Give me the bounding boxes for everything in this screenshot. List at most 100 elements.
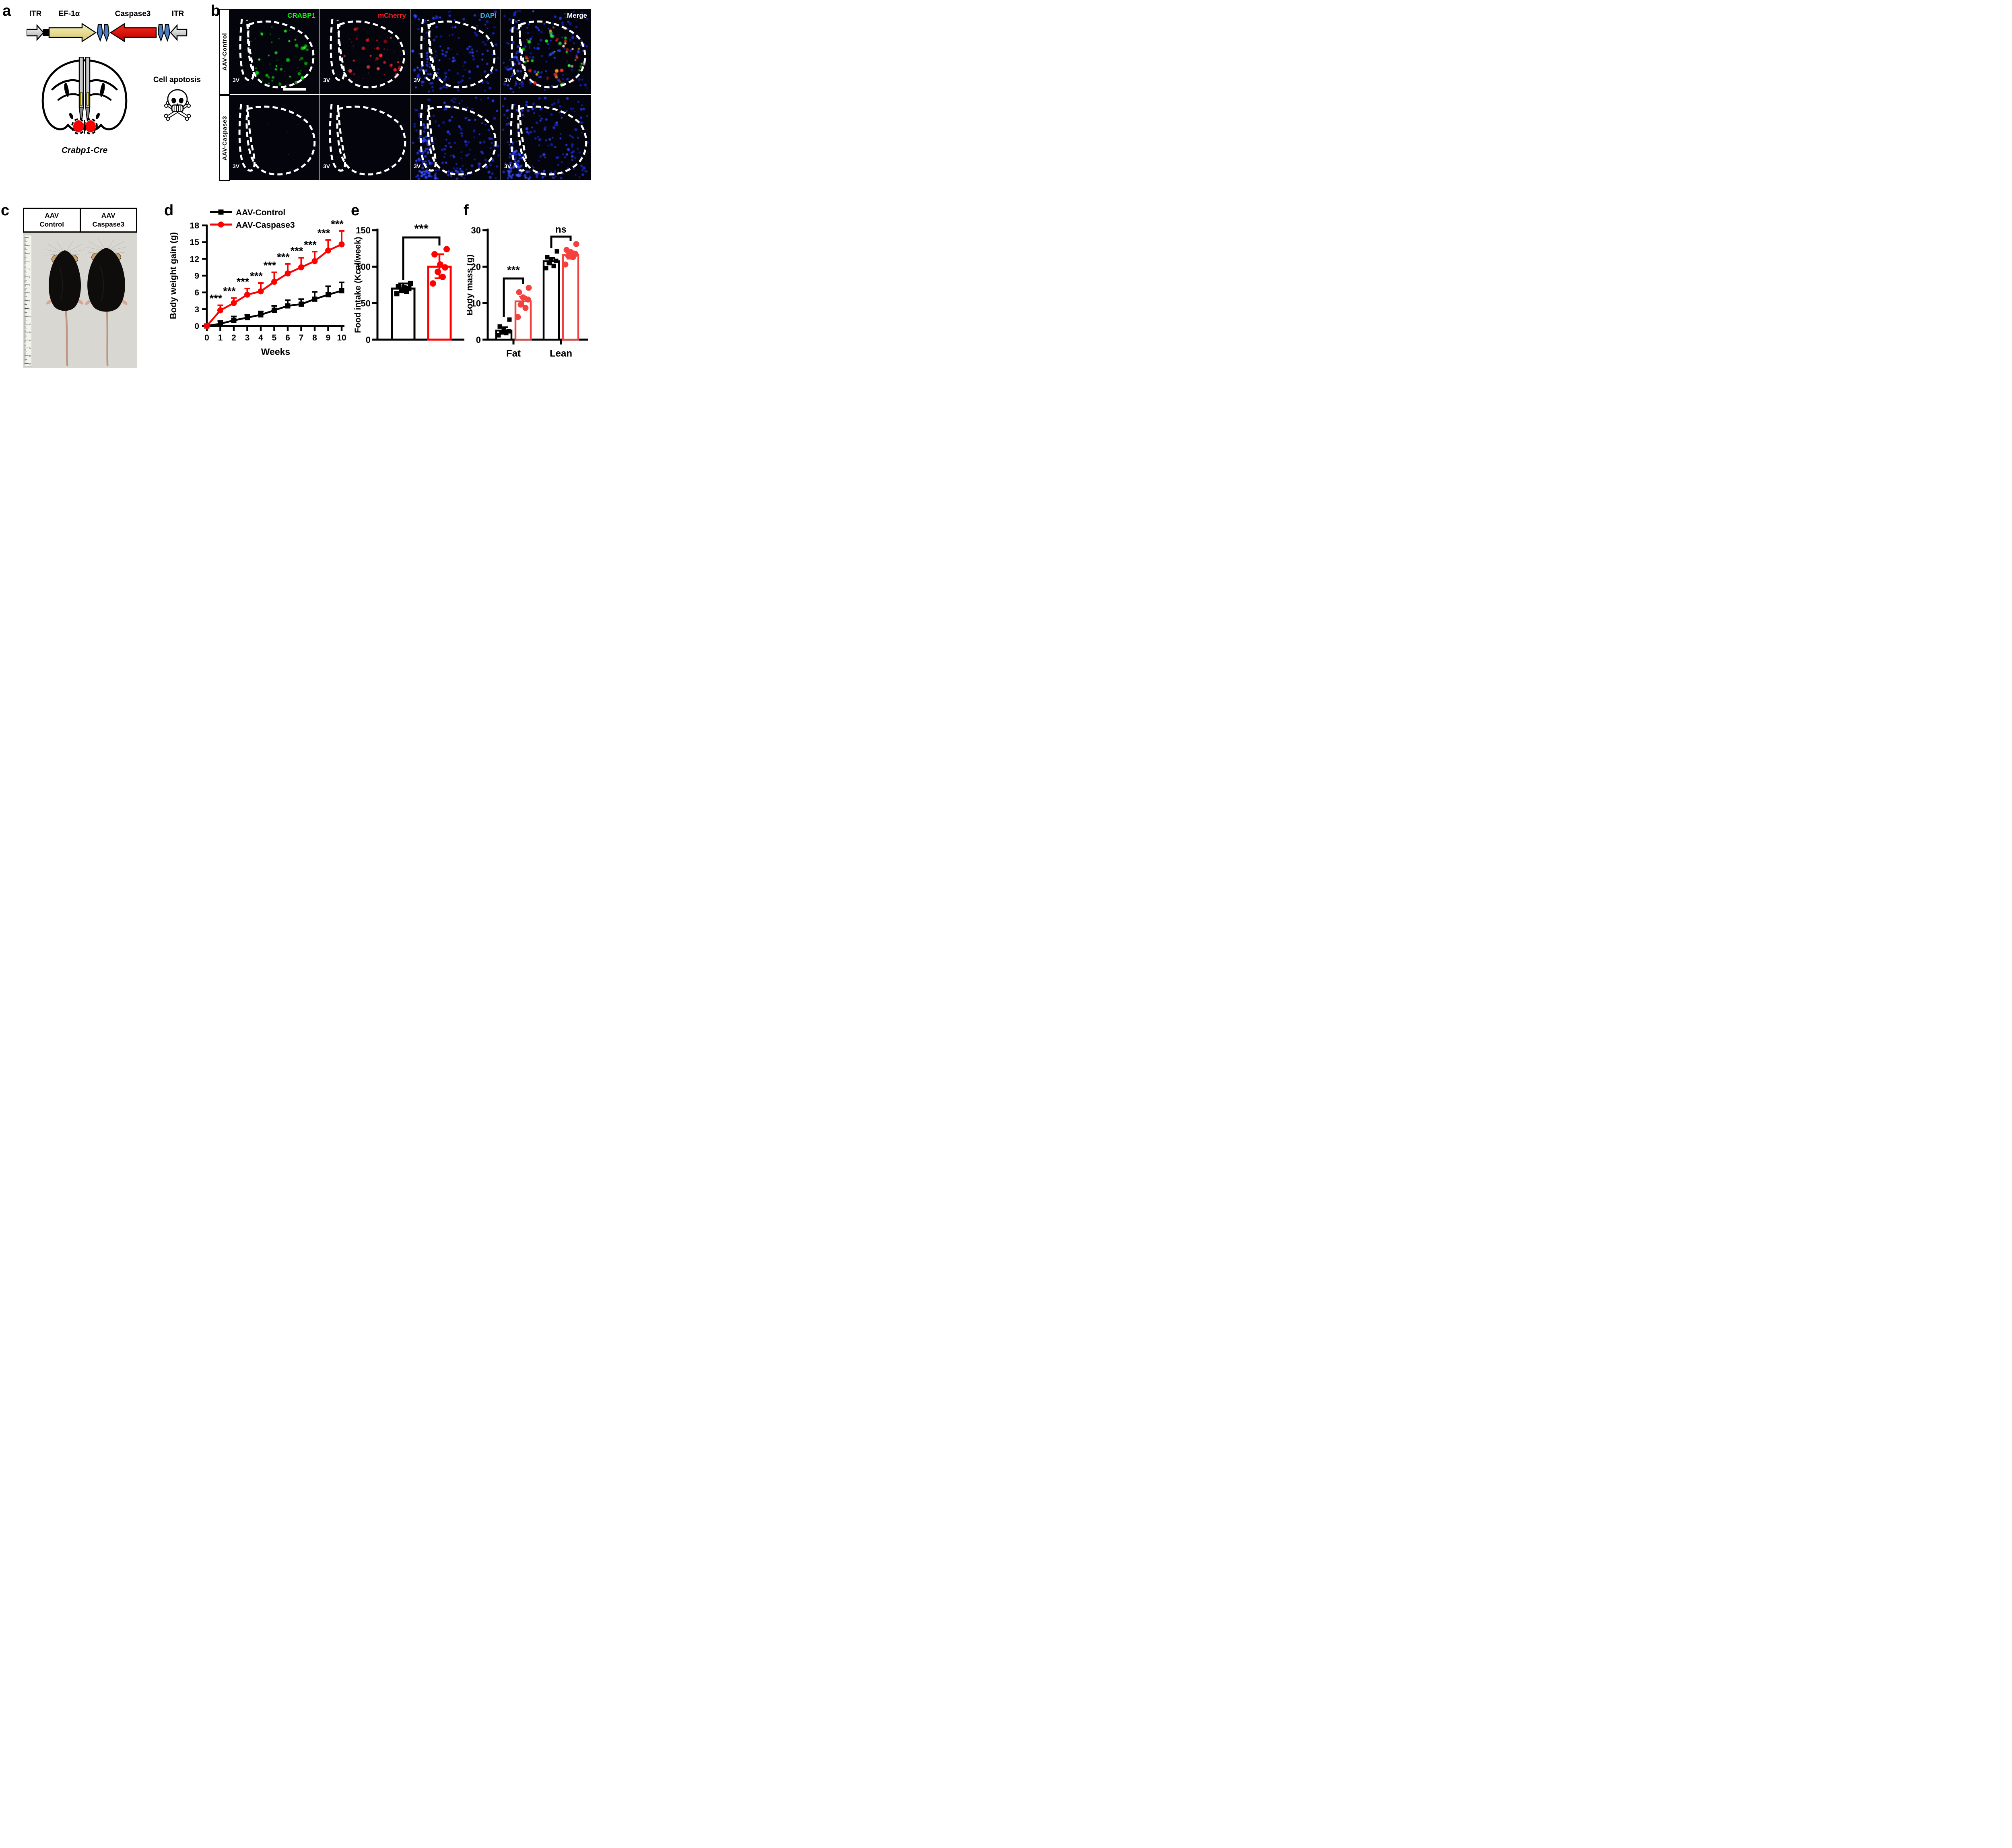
svg-text:10: 10 — [471, 298, 481, 308]
svg-text:30: 30 — [471, 225, 481, 235]
channel-label-merge: Merge — [567, 12, 587, 19]
construct-label-itr-left: ITR — [29, 10, 42, 18]
svg-text:15: 15 — [190, 238, 200, 247]
svg-text:9: 9 — [194, 272, 199, 281]
micrograph-dapi-control: DAPI 3V — [410, 9, 501, 94]
significance-stars: *** — [291, 245, 303, 257]
axes — [202, 224, 344, 331]
needle-left — [78, 107, 84, 119]
ventricle-right — [100, 83, 105, 97]
svg-text:1: 1 — [218, 333, 223, 342]
micrograph-mcherry-control: mCherry 3V — [320, 9, 410, 94]
skull-crossbones-icon — [164, 89, 191, 121]
svg-text:4: 4 — [258, 333, 263, 342]
svg-text:15: 15 — [29, 355, 32, 357]
channel-label-mcherry: mCherry — [378, 12, 406, 19]
significance-stars: *** — [210, 293, 223, 305]
mouse-foot — [46, 299, 52, 305]
svg-text:11: 11 — [29, 324, 31, 326]
svg-text:9: 9 — [29, 307, 31, 309]
channel-label-crabp1: CRABP1 — [287, 12, 315, 19]
aav-construct-diagram — [27, 23, 188, 43]
panel-letter-f: f — [464, 202, 469, 219]
svg-text:AAV-Control: AAV-Control — [236, 208, 285, 217]
significance-stars: *** — [250, 270, 263, 282]
row-label-aav-control: AAV-Control — [219, 9, 230, 95]
mouse-aav-caspase3 — [85, 239, 128, 367]
svg-text:5: 5 — [29, 276, 31, 278]
mouse-body — [48, 250, 81, 311]
panel-letter-a: a — [2, 2, 11, 19]
micrograph-mcherry-caspase3: 3V — [320, 95, 410, 180]
injection-site-left — [73, 120, 84, 132]
lox-site-icon — [157, 24, 164, 42]
third-ventricle-label: 3V — [323, 163, 330, 169]
third-ventricle-label: 3V — [233, 163, 240, 169]
x-axis-label: Weeks — [261, 346, 290, 357]
ventricle-left — [64, 83, 69, 97]
svg-text:AAV-Caspase3: AAV-Caspase3 — [236, 221, 295, 230]
bar-Fat-AAV-Caspase3 — [514, 285, 532, 341]
mouse-photo-headers: AAV Control AAV Caspase3 — [23, 208, 137, 233]
lox-site-icon — [103, 24, 110, 42]
third-ventricle-outline-dashed — [510, 104, 527, 172]
svg-text:3: 3 — [194, 305, 199, 314]
third-ventricle-label: 3V — [233, 77, 240, 83]
svg-text:6: 6 — [29, 284, 31, 286]
third-ventricle-outline-dashed — [238, 104, 256, 172]
svg-text:2: 2 — [231, 333, 236, 342]
y-axis-label: Body weight gain (g) — [168, 232, 178, 319]
svg-text:8: 8 — [29, 300, 31, 302]
third-ventricle-label: 3V — [414, 77, 421, 83]
ef1a-arrow — [48, 23, 97, 43]
svg-text:18: 18 — [190, 221, 200, 231]
injection-dashed-right — [83, 118, 98, 134]
svg-text:1: 1 — [29, 245, 31, 247]
svg-text:4: 4 — [29, 268, 31, 270]
significance-ns-lean: ns — [555, 224, 567, 235]
region-outline-dashed — [245, 105, 316, 175]
svg-text:7: 7 — [29, 292, 31, 294]
bar-Fat-AAV-Control — [495, 317, 513, 341]
svg-text:2: 2 — [29, 252, 31, 254]
micrograph-merge-caspase3: 3V — [501, 95, 591, 180]
bar-Lean-AAV-Caspase3 — [562, 241, 579, 341]
significance-stars: *** — [304, 239, 317, 251]
bar-AAV-Caspase3 — [427, 246, 452, 341]
construct-label-ef1a: EF-1α — [58, 10, 80, 18]
svg-text:9: 9 — [326, 333, 331, 342]
y-axis-label: Body mass (g) — [467, 254, 474, 316]
third-ventricle-label: 3V — [504, 77, 511, 83]
third-ventricle-outline-dashed — [329, 104, 346, 172]
series-AAV-Caspase3 — [204, 230, 345, 329]
svg-text:10: 10 — [337, 333, 346, 342]
significance-stars-fat: *** — [507, 264, 520, 276]
svg-text:0: 0 — [476, 335, 481, 345]
group-label: Lean — [550, 348, 572, 359]
brain-injection-diagram — [41, 57, 128, 134]
third-ventricle-label: 3V — [323, 77, 330, 83]
svg-text:3: 3 — [245, 333, 250, 342]
cannula-stripe-left — [80, 92, 82, 106]
svg-text:3: 3 — [29, 260, 31, 262]
panel-letter-e: e — [351, 202, 360, 219]
panel-letter-c: c — [1, 202, 10, 219]
channel-label-dapi: DAPI — [480, 12, 497, 19]
panel-letter-d: d — [164, 202, 174, 219]
micrograph-crabp1-caspase3: 3V — [229, 95, 320, 180]
body-weight-gain-chart: 0 3 6 9 12 15 18 0 1 2 3 4 5 6 7 8 9 10 Weeks Body weight g… — [167, 207, 352, 369]
svg-text:12: 12 — [190, 255, 199, 264]
cell-apoptosis-label: Cell apotosis — [153, 76, 201, 84]
significance-stars: *** — [317, 227, 330, 239]
promoter-box — [43, 29, 49, 36]
svg-text:16: 16 — [29, 363, 32, 365]
svg-text:13: 13 — [29, 339, 32, 341]
needle-right — [85, 107, 91, 119]
commissure-right — [96, 113, 100, 119]
svg-text:10: 10 — [29, 316, 32, 318]
micrograph-merge-control: Merge 3V — [501, 9, 591, 94]
third-ventricle-label: 3V — [414, 163, 421, 169]
svg-text:50: 50 — [361, 298, 371, 308]
injection-site-right — [85, 120, 96, 132]
